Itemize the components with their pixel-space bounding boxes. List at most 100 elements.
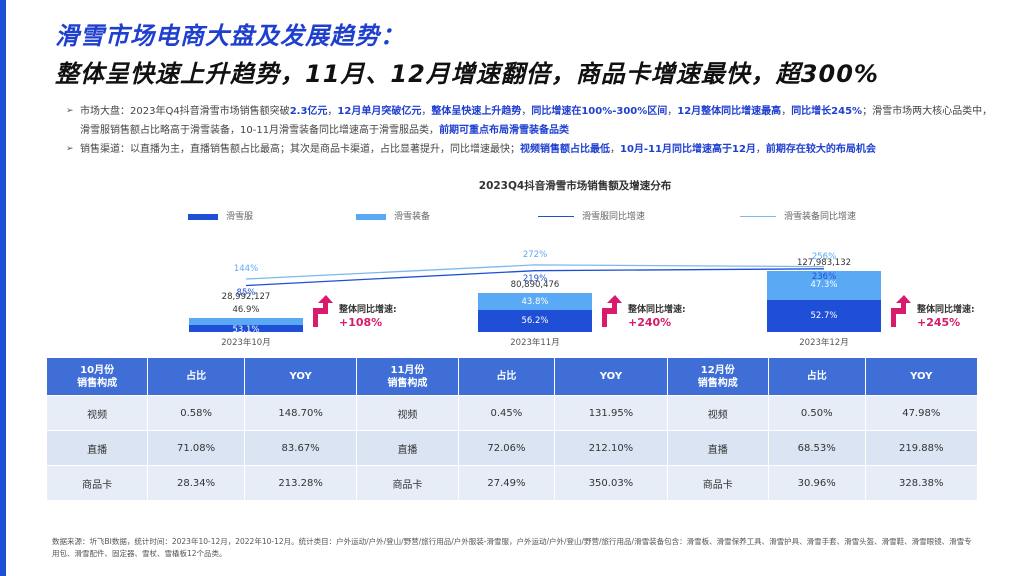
overall-growth-value: +108%: [339, 316, 383, 329]
bar-segment-ski-apparel: 53.1%: [189, 324, 303, 335]
table-header-row: 10月份 销售构成 占比 YOY 11月份 销售构成 占比 YOY 12月份 销售构成…: [45, 357, 979, 396]
table-cell: 30.96%: [767, 465, 866, 501]
summary-bullets: ➢ 市场大盘：2023年Q4抖音滑雪市场销售额突破2.3亿元，12月单月突破亿元…: [66, 102, 996, 159]
table-header-cell: 11月份 销售构成: [356, 357, 459, 396]
table-cell: 商品卡: [666, 465, 769, 501]
data-source-footnote: 数据来源：圻飞BI数据，统计时间：2023年10-12月，2022年10-12月…: [52, 537, 972, 558]
table-header-cell: YOY: [864, 357, 979, 396]
table-row: 直播 71.08% 83.67% 直播 72.06% 212.10% 直播 68…: [45, 430, 979, 466]
overall-growth: 整体同比增速: +108%: [339, 302, 397, 329]
x-tick-label: 2023年10月: [221, 338, 271, 348]
bar-label: 53.1%: [232, 324, 260, 335]
bar-segment-ski-equipment: [189, 318, 303, 325]
table-cell: 328.38%: [864, 465, 979, 501]
table-cell: 148.70%: [243, 395, 358, 431]
bar-label: 43.8%: [521, 296, 549, 307]
bar-total-label: 28,992,127: [221, 292, 271, 303]
x-tick-label: 2023年12月: [799, 338, 849, 348]
table-row: 视频 0.58% 148.70% 视频 0.45% 131.95% 视频 0.5…: [45, 395, 979, 431]
table-cell: 商品卡: [356, 465, 459, 501]
table-header-cell: YOY: [243, 357, 358, 396]
highlight-text: 同比增速在100%-300%区间: [531, 106, 668, 117]
line-point-label: 272%: [522, 249, 548, 260]
bullet-text: 销售渠道：以直播为主，直播销售额占比最高；其次是商品卡渠道，占比显著提升，同比增…: [80, 144, 876, 155]
line-ski-equipment-growth: [245, 264, 825, 280]
table-cell: 0.58%: [147, 395, 245, 431]
table-header-cell: 占比: [767, 357, 866, 396]
table-header-cell: 占比: [147, 357, 245, 396]
highlight-text: 同比增长245%: [791, 106, 863, 117]
legend-line: [740, 216, 776, 217]
table-cell: 212.10%: [554, 430, 668, 466]
legend-label: 滑雪服同比增速: [582, 212, 646, 222]
table-cell: 72.06%: [457, 430, 556, 466]
legend-line: [538, 216, 574, 217]
page-title: 滑雪市场电商大盘及发展趋势：: [55, 22, 405, 50]
line-point-label: 236%: [811, 271, 837, 282]
table-cell: 商品卡: [45, 465, 149, 501]
highlight-text: 前期存在较大的布局机会: [765, 144, 876, 155]
chart-legend: 滑雪服 滑雪装备 滑雪服同比增速 滑雪装备同比增速: [160, 209, 990, 223]
body-text: ，: [421, 106, 432, 117]
table-cell: 71.08%: [147, 430, 245, 466]
table-cell: 直播: [666, 430, 769, 466]
legend-swatch: [188, 213, 218, 220]
bullet-market: ➢ 市场大盘：2023年Q4抖音滑雪市场销售额突破2.3亿元，12月单月突破亿元…: [66, 102, 996, 140]
body-text: ，: [781, 106, 792, 117]
highlight-text: 前期可重点布局滑雪装备品类: [439, 125, 570, 136]
bar-total-label: 127,983,132: [796, 257, 852, 268]
highlight-text: 12月整体同比增速最高: [677, 106, 782, 117]
bullet-arrow-icon: ➢: [66, 144, 74, 154]
body-text: ；滑雪市场两大核心品类中，滑雪服销售额占比略高于滑雪装备，10-11月滑雪装备同…: [80, 106, 993, 136]
table-cell: 213.28%: [243, 465, 358, 501]
overall-growth: 整体同比增速: +245%: [917, 302, 975, 329]
highlight-text: 2.3亿元: [289, 106, 328, 117]
overall-growth-label: 整体同比增速:: [628, 305, 686, 315]
table-row: 商品卡 28.34% 213.28% 商品卡 27.49% 350.03% 商品…: [45, 465, 979, 501]
highlight-text: 视频销售额占比最低: [520, 144, 610, 155]
table-cell: 直播: [45, 430, 149, 466]
legend-item: 滑雪装备同比增速: [740, 209, 856, 222]
table-header-cell: 10月份 销售构成: [45, 357, 149, 396]
bar-label: 52.7%: [810, 310, 838, 321]
table-cell: 视频: [45, 395, 149, 431]
body-text: ，: [667, 106, 678, 117]
highlight-text: 整体呈快速上升趋势: [431, 106, 522, 117]
bar-total-label: 80,890,476: [510, 280, 560, 291]
legend-label: 滑雪装备同比增速: [784, 212, 857, 222]
bar-segment-ski-equipment: 43.8%: [478, 293, 592, 311]
overall-growth-label: 整体同比增速:: [917, 305, 975, 315]
overall-growth: 整体同比增速: +240%: [628, 302, 686, 329]
line-point-label: 219%: [522, 273, 548, 284]
body-text: ，: [610, 144, 620, 155]
table-cell: 0.50%: [767, 395, 866, 431]
table-cell: 83.67%: [243, 430, 358, 466]
bar-segment-ski-equipment: 47.3%: [767, 270, 881, 300]
body-text: 销售渠道：以直播为主，直播销售额占比最高；其次是商品卡渠道，占比显著提升，同比增…: [80, 144, 520, 155]
table-header-cell: 占比: [457, 357, 556, 396]
growth-arrow-icon: [602, 295, 622, 327]
table-cell: 视频: [356, 395, 459, 431]
line-point-label: 256%: [811, 251, 837, 262]
table-cell: 直播: [356, 430, 459, 466]
overall-growth-value: +240%: [628, 316, 672, 329]
growth-arrow-icon: [313, 295, 333, 327]
channel-table: 10月份 销售构成 占比 YOY 11月份 销售构成 占比 YOY 12月份 销售构成…: [45, 357, 979, 501]
legend-item: 滑雪装备: [356, 209, 430, 222]
legend-swatch: [356, 213, 386, 220]
body-text: ，: [521, 106, 532, 117]
sales-chart: 2023Q4抖音滑雪市场销售额及增速分布 滑雪服 滑雪装备 滑雪服同比增速 滑雪…: [160, 178, 990, 356]
overall-growth-label: 整体同比增速:: [339, 305, 397, 315]
legend-label: 滑雪装备: [394, 212, 431, 222]
table-cell: 28.34%: [147, 465, 245, 501]
highlight-text: 12月单月突破亿元: [337, 106, 422, 117]
body-text: ，: [327, 106, 338, 117]
chart-title: 2023Q4抖音滑雪市场销售额及增速分布: [478, 180, 672, 192]
bullet-arrow-icon: ➢: [66, 106, 74, 116]
bar-segment-ski-apparel: 52.7%: [767, 299, 881, 332]
table-cell: 219.88%: [864, 430, 979, 466]
table-header-cell: 12月份 销售构成: [666, 357, 769, 396]
bullet-text: 市场大盘：2023年Q4抖音滑雪市场销售额突破2.3亿元，12月单月突破亿元，整…: [80, 106, 992, 136]
table-cell: 27.49%: [457, 465, 556, 501]
table-cell: 47.98%: [864, 395, 979, 431]
